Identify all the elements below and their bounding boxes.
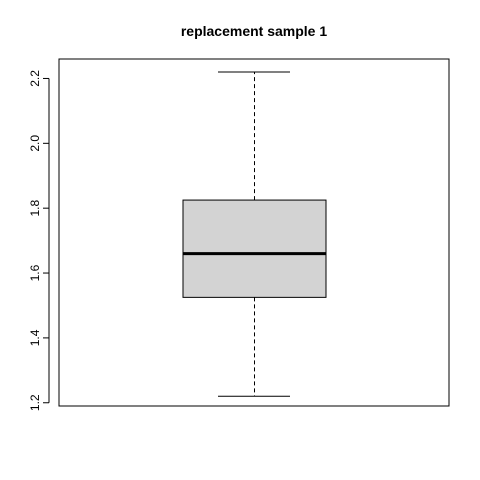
- y-tick-label: 1.4: [28, 329, 42, 346]
- y-tick-label: 1.2: [28, 394, 42, 411]
- plot-frame: [58, 58, 450, 407]
- box-plot: [182, 71, 327, 397]
- y-tick-label: 2.0: [28, 135, 42, 152]
- y-tick-label: 2.2: [28, 70, 42, 87]
- y-axis: 1.2 1.4 1.6 1.8 2.0 2.2: [28, 70, 50, 411]
- chart-title: replacement sample 1: [181, 23, 328, 39]
- y-tick-label: 1.6: [28, 264, 42, 281]
- y-tick-label: 1.8: [28, 200, 42, 217]
- interquartile-box: [182, 199, 327, 298]
